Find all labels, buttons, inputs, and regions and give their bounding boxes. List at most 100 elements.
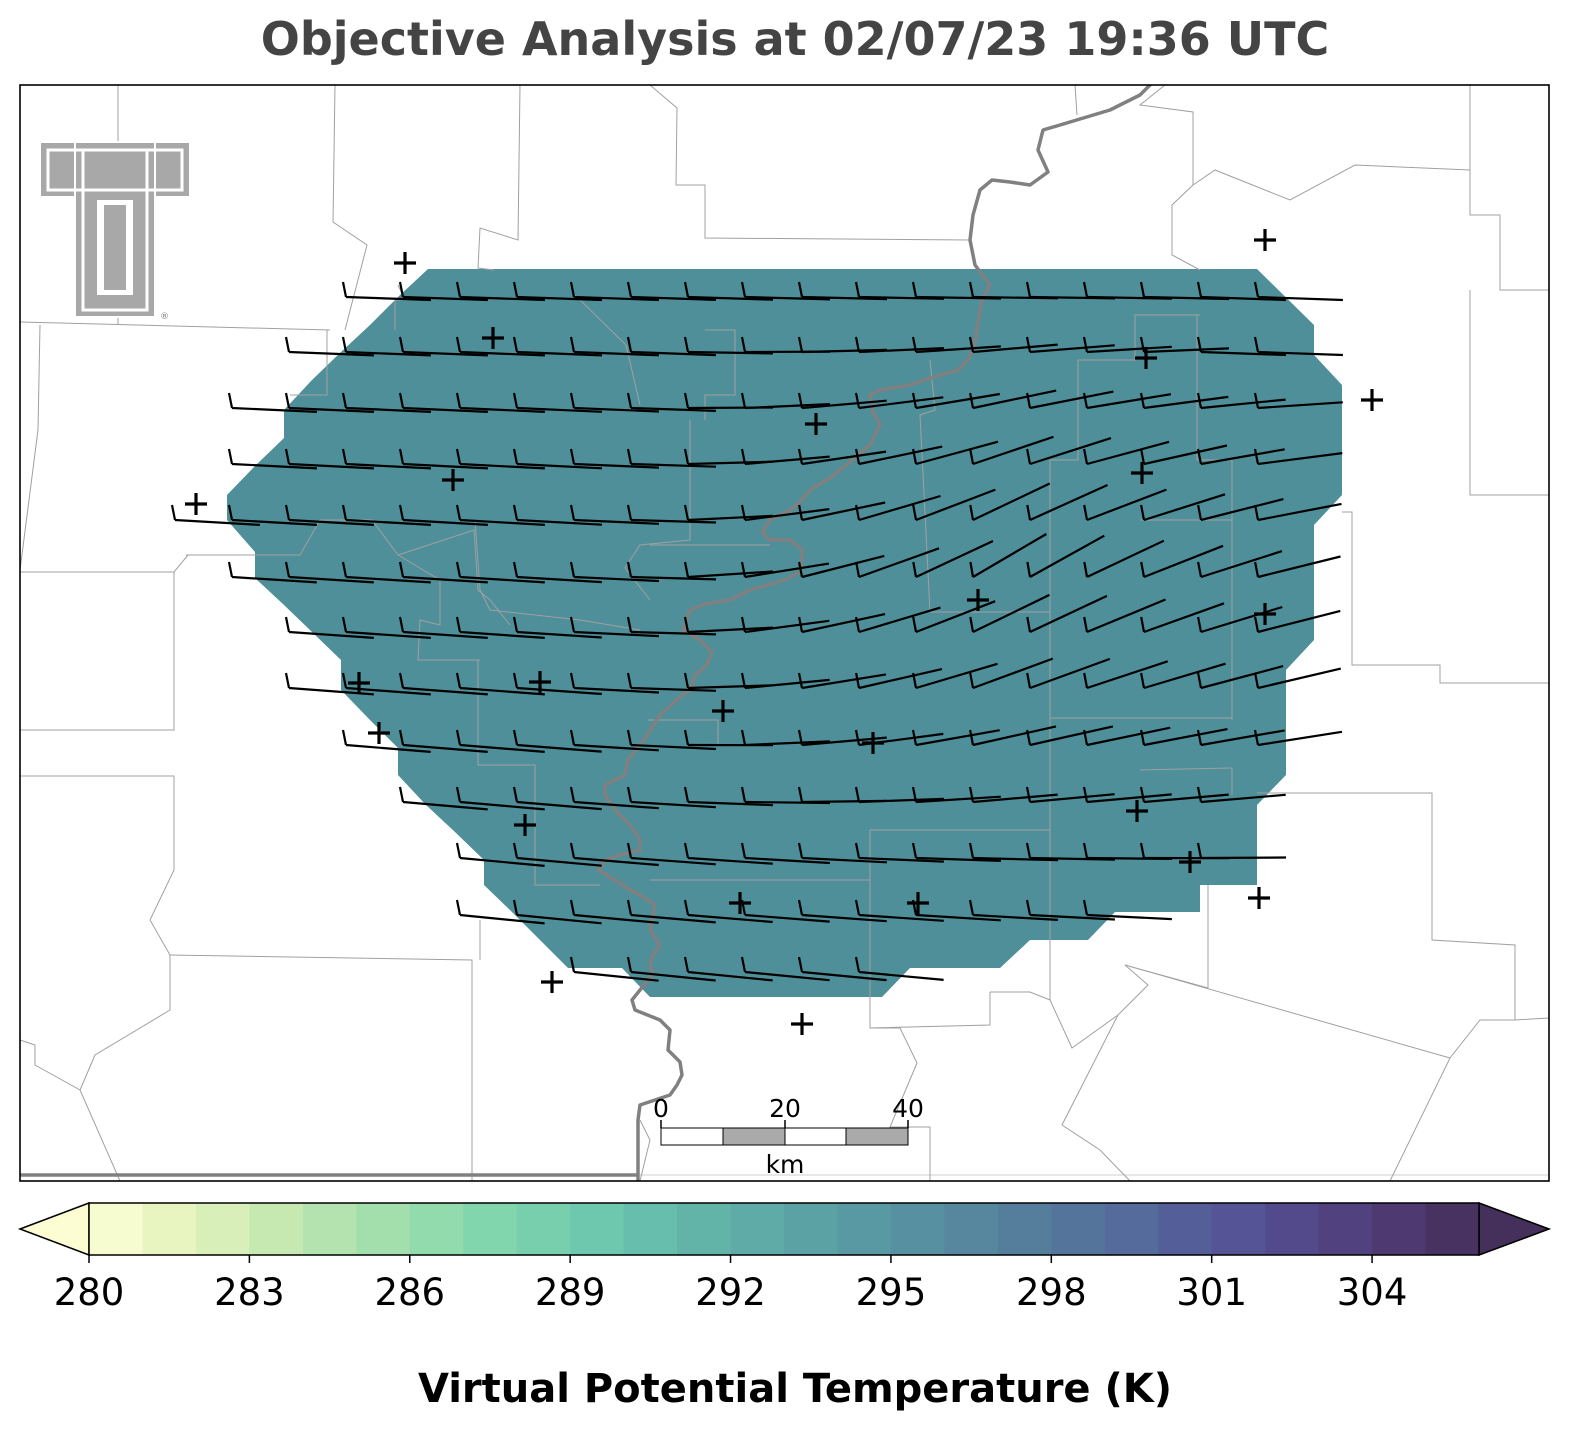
wind-barb-feather [341,281,348,298]
colorbar-cell [730,1203,785,1255]
wind-barb-feather [170,504,177,521]
wind-barb-feather [341,561,348,578]
wind-barb [801,554,885,579]
wind-barb [288,462,374,470]
wind-barb [630,630,717,636]
wind-barb [402,630,488,639]
wind-barb-feather [512,281,519,298]
wind-barb [915,856,1001,862]
wind-barb [1200,295,1286,302]
wind-barb-feather [683,956,690,973]
wind-barb [459,800,545,811]
wind-barb-feather [626,561,633,578]
wind-barb-feather [969,448,975,465]
wind-barb-feather [626,504,633,521]
wind-barb-feather [683,616,690,633]
scale-tick-20: 20 [769,1094,801,1123]
wind-barb [573,295,659,302]
wind-barb-feather [284,448,291,465]
wind-barb [516,630,602,639]
wind-barb-feather [455,281,462,298]
wind-barb-feather [1254,504,1260,521]
wind-barb [858,913,944,922]
map-frame [19,84,1550,1182]
wind-barb [687,800,773,807]
wind-barb-feather [1082,842,1089,859]
wind-barb-feather [1082,786,1089,803]
wind-barb-feather [1139,842,1146,859]
wind-barb-feather [855,561,861,578]
wind-barb-feather [740,956,747,973]
wind-barb-feather [968,281,975,298]
wind-barb-feather [797,842,804,859]
colorbar-cell [997,1203,1052,1255]
wind-barb-feather [683,336,690,353]
wind-barb [687,570,773,579]
wind-barb-feather [1139,392,1146,409]
wind-barb-feather [740,842,747,859]
wind-barb-feather [626,281,633,298]
wind-barb-feather [1197,561,1203,578]
wind-barb [573,970,659,982]
wind-barb-feather [455,504,462,521]
wind-barb [1143,662,1226,690]
wind-barb-feather [341,672,348,689]
wind-barb [345,462,431,470]
wind-barb [288,518,374,526]
wind-barb [573,686,659,694]
wind-barb [858,547,940,579]
wind-barb [801,501,886,522]
texas-tech-double-t-logo [39,141,191,318]
wind-barb [1029,913,1115,921]
wind-barb [1200,793,1286,804]
wind-barb-feather [341,448,348,465]
wind-barb-feather [854,842,861,859]
colorbar-tick-label: 289 [535,1271,606,1314]
wind-barb-feather [740,561,747,578]
wind-barb [915,440,999,466]
wind-barb-feather [284,561,291,578]
wind-barb-feather [455,842,462,859]
wind-barb-feather [1254,561,1260,578]
wind-barb-feather [1025,842,1032,859]
wind-barb [573,800,659,810]
wind-barb [288,630,374,639]
wind-barb-feather [1140,616,1146,633]
wind-barb-feather [398,281,405,298]
wind-barb-feather [398,729,405,746]
wind-barb [459,575,545,584]
wind-barb [1086,440,1170,466]
wind-barb-feather [683,281,690,298]
wind-barb [630,686,717,692]
wind-barb [231,575,317,584]
wind-barb [1143,602,1225,634]
wind-barb-feather [569,956,576,973]
wind-barb-feather [1083,729,1089,746]
colorbar-cell [784,1203,839,1255]
wind-barb [744,970,830,982]
wind-barb [687,913,773,924]
wind-barb [744,619,830,634]
wind-barb-feather [797,448,804,465]
wind-barb-feather [227,392,234,409]
wind-barb [1029,534,1105,578]
wind-barb-feather [1140,561,1146,578]
wind-barb [1029,437,1112,466]
wind-barb-feather [626,956,633,973]
wind-barb-feather [1083,504,1089,521]
wind-barb [1029,390,1114,410]
wind-barb-feather [1196,842,1203,859]
wind-barb [1029,483,1108,522]
wind-barb [858,396,944,410]
wind-barb-feather [1082,281,1089,298]
wind-barb-feather [1025,899,1032,916]
colorbar-cell [516,1203,571,1255]
wind-barb [858,347,944,354]
wind-barb [744,678,830,690]
wind-barb-feather [1196,786,1203,803]
colorbar-tick-label: 301 [1176,1271,1247,1314]
wind-barb-feather [512,786,519,803]
wind-barb-feather [284,392,291,409]
wind-barb [1200,550,1283,579]
wind-barb-feather [626,899,633,916]
